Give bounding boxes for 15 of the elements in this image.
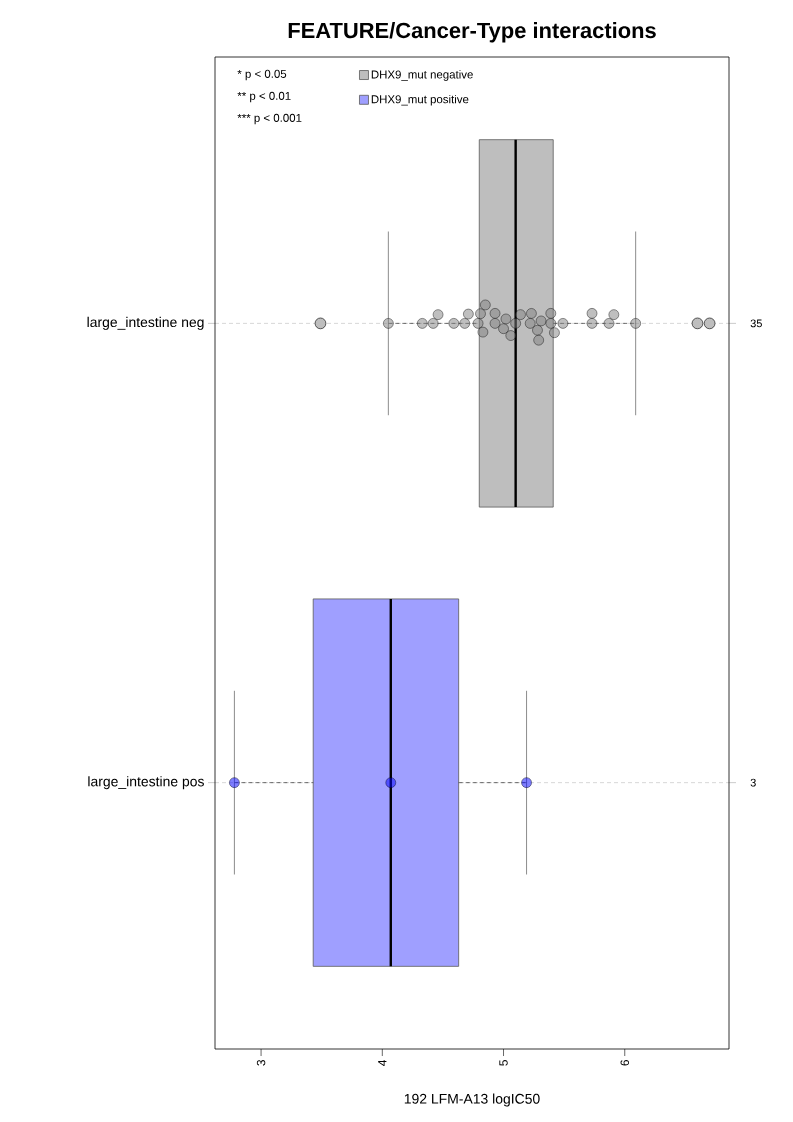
text: 3 [750,778,756,787]
x-tick-label: 6 [620,1060,629,1066]
y-tick-label: large_intestine pos [88,776,204,790]
x-tick-label: 3 [256,1060,266,1066]
annotation: ** p < 0.01 [237,91,291,103]
chart-title: FEATURE/Cancer-Type interactions [288,22,656,43]
legend-label: DHX9_mut negative [371,70,473,81]
text: 35 [750,319,762,328]
y-tick-label: large_intestine neg [87,316,204,330]
annotation: * p < 0.05 [237,69,287,81]
legend-label: DHX9_mut positive [371,94,469,106]
x-tick-label: 4 [378,1059,387,1066]
x-tick-label: 5 [499,1060,508,1066]
annotation: *** p < 0.001 [237,113,302,125]
x-axis-title: 192 LFM-A13 logIC50 [404,1093,540,1107]
